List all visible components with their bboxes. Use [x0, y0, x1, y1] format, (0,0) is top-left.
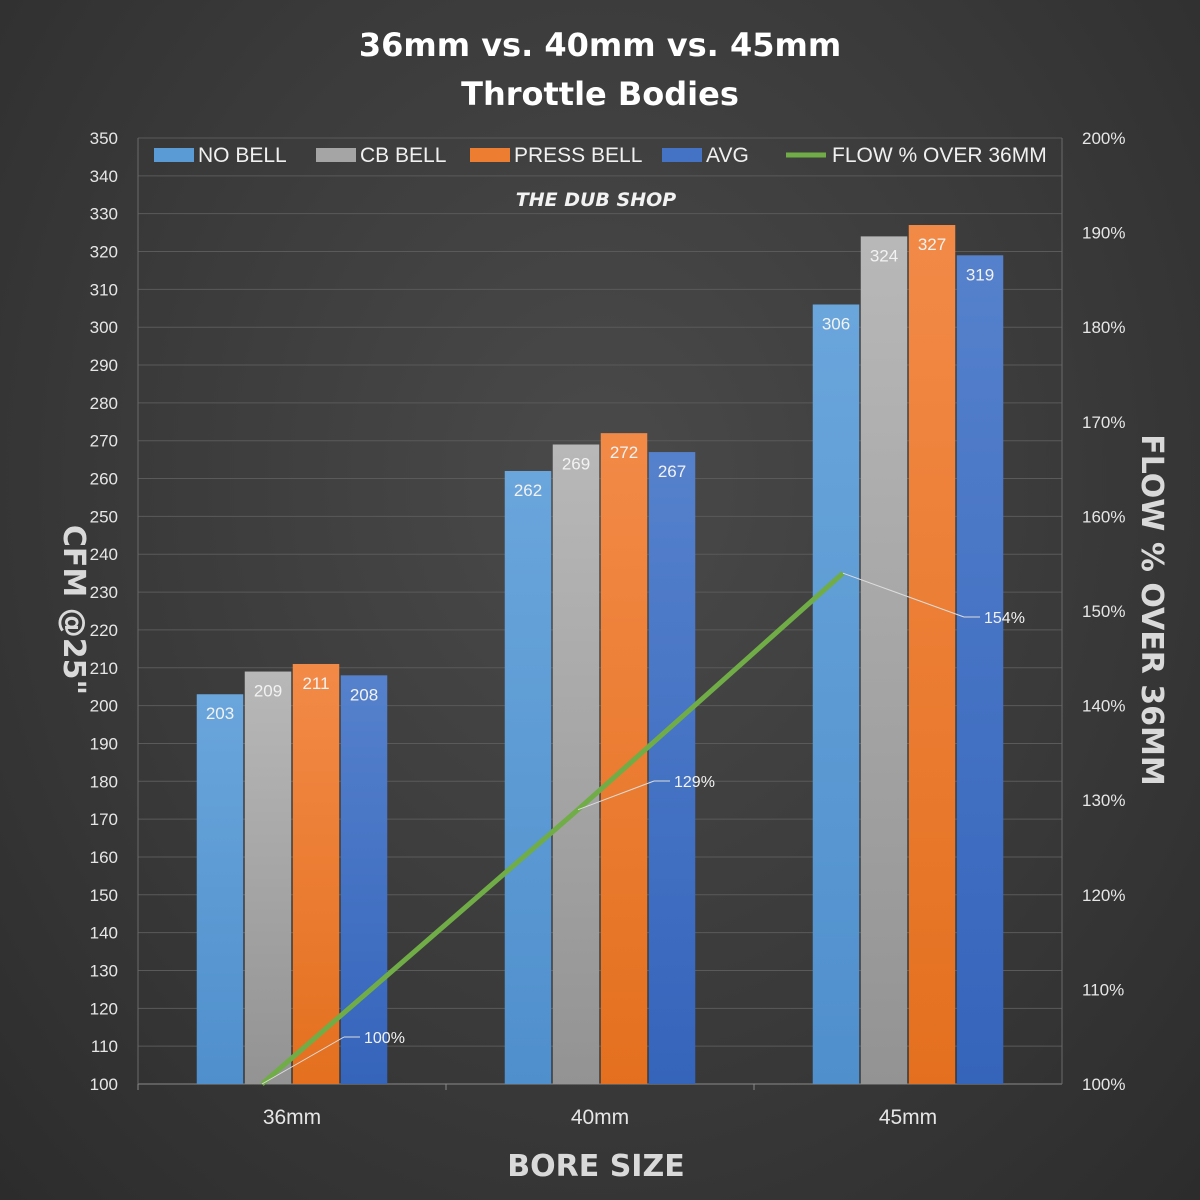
bar-no-bell: [504, 470, 552, 1084]
y-tick-label: 210: [90, 659, 118, 678]
bar-press-bell: [600, 433, 648, 1085]
y-tick-label: 270: [90, 432, 118, 451]
y-tick-label: 160: [90, 848, 118, 867]
bar-avg: [340, 675, 388, 1084]
y-tick-label: 100: [90, 1075, 118, 1094]
bar-avg: [648, 452, 696, 1084]
y2-tick-label: 190%: [1082, 224, 1125, 243]
data-label: 208: [350, 685, 378, 704]
x-tick-label: 40mm: [571, 1106, 629, 1129]
leader-line: [842, 572, 965, 618]
y2-tick-label: 100%: [1082, 1075, 1125, 1094]
legend-label: CB BELL: [360, 144, 446, 167]
y-tick-label: 150: [90, 886, 118, 905]
legend-label: AVG: [706, 144, 749, 167]
legend-label: PRESS BELL: [514, 144, 642, 167]
watermark: THE DUB SHOP: [516, 189, 676, 211]
y-tick-label: 350: [90, 129, 118, 148]
y-tick-label: 130: [90, 961, 118, 980]
data-label: 267: [658, 462, 686, 481]
bar-cb-bell: [244, 671, 292, 1084]
data-label: 262: [514, 481, 542, 500]
y-tick-label: 170: [90, 810, 118, 829]
y2-tick-label: 130%: [1082, 791, 1125, 810]
y-tick-label: 230: [90, 583, 118, 602]
y-tick-label: 330: [90, 205, 118, 224]
y-tick-label: 260: [90, 470, 118, 489]
y2-tick-label: 140%: [1082, 697, 1125, 716]
leader-line: [261, 1036, 345, 1085]
flow-data-label: 100%: [364, 1030, 405, 1047]
y-tick-label: 280: [90, 394, 118, 413]
chart-title-line2: Throttle Bodies: [461, 75, 739, 113]
bar-avg: [956, 255, 1004, 1084]
x-tick-label: 36mm: [263, 1106, 321, 1129]
legend-label: NO BELL: [198, 144, 287, 167]
x-axis-label: BORE SIZE: [507, 1149, 684, 1184]
data-label: 324: [870, 246, 898, 265]
y-tick-label: 340: [90, 167, 118, 186]
y-tick-label: 200: [90, 697, 118, 716]
bar-cb-bell: [552, 444, 600, 1084]
bar-press-bell: [908, 225, 956, 1085]
flow-data-label: 154%: [984, 610, 1025, 627]
flow-data-label: 129%: [674, 774, 715, 791]
y2-tick-label: 150%: [1082, 602, 1125, 621]
data-label: 269: [562, 455, 590, 474]
flow-line: 100% 129% 154%: [260, 571, 1025, 1086]
bar-press-bell: [292, 663, 340, 1084]
y2-tick-label: 180%: [1082, 318, 1125, 337]
y-tick-label: 290: [90, 356, 118, 375]
y-tick-label: 300: [90, 318, 118, 337]
legend: NO BELL CB BELL PRESS BELL AVG FLOW % OVER 3…: [154, 144, 1047, 167]
y-tick-label: 110: [91, 1037, 118, 1056]
y-axis-label: CFM @25": [56, 525, 91, 695]
gridlines: [138, 137, 1062, 1085]
leader-line: [577, 780, 655, 811]
y-tick-label: 120: [90, 999, 118, 1018]
bar-no-bell: [812, 304, 860, 1085]
x-tick-label: 45mm: [879, 1106, 937, 1129]
chart-title-line1: 36mm vs. 40mm vs. 45mm: [359, 26, 841, 64]
y2-tick-label: 170%: [1082, 413, 1125, 432]
data-label: 209: [254, 682, 282, 701]
y-tick-label: 140: [90, 924, 118, 943]
data-label: 272: [610, 443, 638, 462]
legend-swatch: [316, 148, 356, 162]
legend-swatch: [154, 148, 194, 162]
data-label: 203: [206, 704, 234, 723]
legend-label: FLOW % OVER 36MM: [832, 144, 1047, 167]
y2-tick-label: 200%: [1082, 129, 1125, 148]
y-tick-label: 220: [90, 621, 118, 640]
y-tick-label: 320: [90, 243, 118, 262]
y-tick-label: 240: [90, 545, 118, 564]
bar-no-bell: [196, 694, 244, 1084]
y2-axis-label: FLOW % OVER 36MM: [1134, 434, 1169, 786]
data-label: 211: [302, 674, 329, 693]
y-tick-label: 180: [90, 772, 118, 791]
bars: 203 209 211 208 262 269 272 267 306 324 327 319: [196, 225, 1004, 1085]
y2-tick-label: 160%: [1082, 507, 1125, 526]
y-tick-label: 250: [90, 507, 118, 526]
data-label: 306: [822, 314, 850, 333]
bar-cb-bell: [860, 236, 908, 1084]
legend-swatch: [470, 148, 510, 162]
y-tick-label: 190: [90, 734, 118, 753]
legend-swatch: [662, 148, 702, 162]
axes: 100 110 120 130 140 150 160 170 180 190 200 210 220 2…: [90, 129, 1126, 1129]
y2-tick-label: 120%: [1082, 886, 1125, 905]
y-tick-label: 310: [90, 280, 118, 299]
data-label: 319: [966, 265, 994, 284]
data-label: 327: [918, 235, 946, 254]
y2-tick-label: 110%: [1082, 980, 1124, 999]
